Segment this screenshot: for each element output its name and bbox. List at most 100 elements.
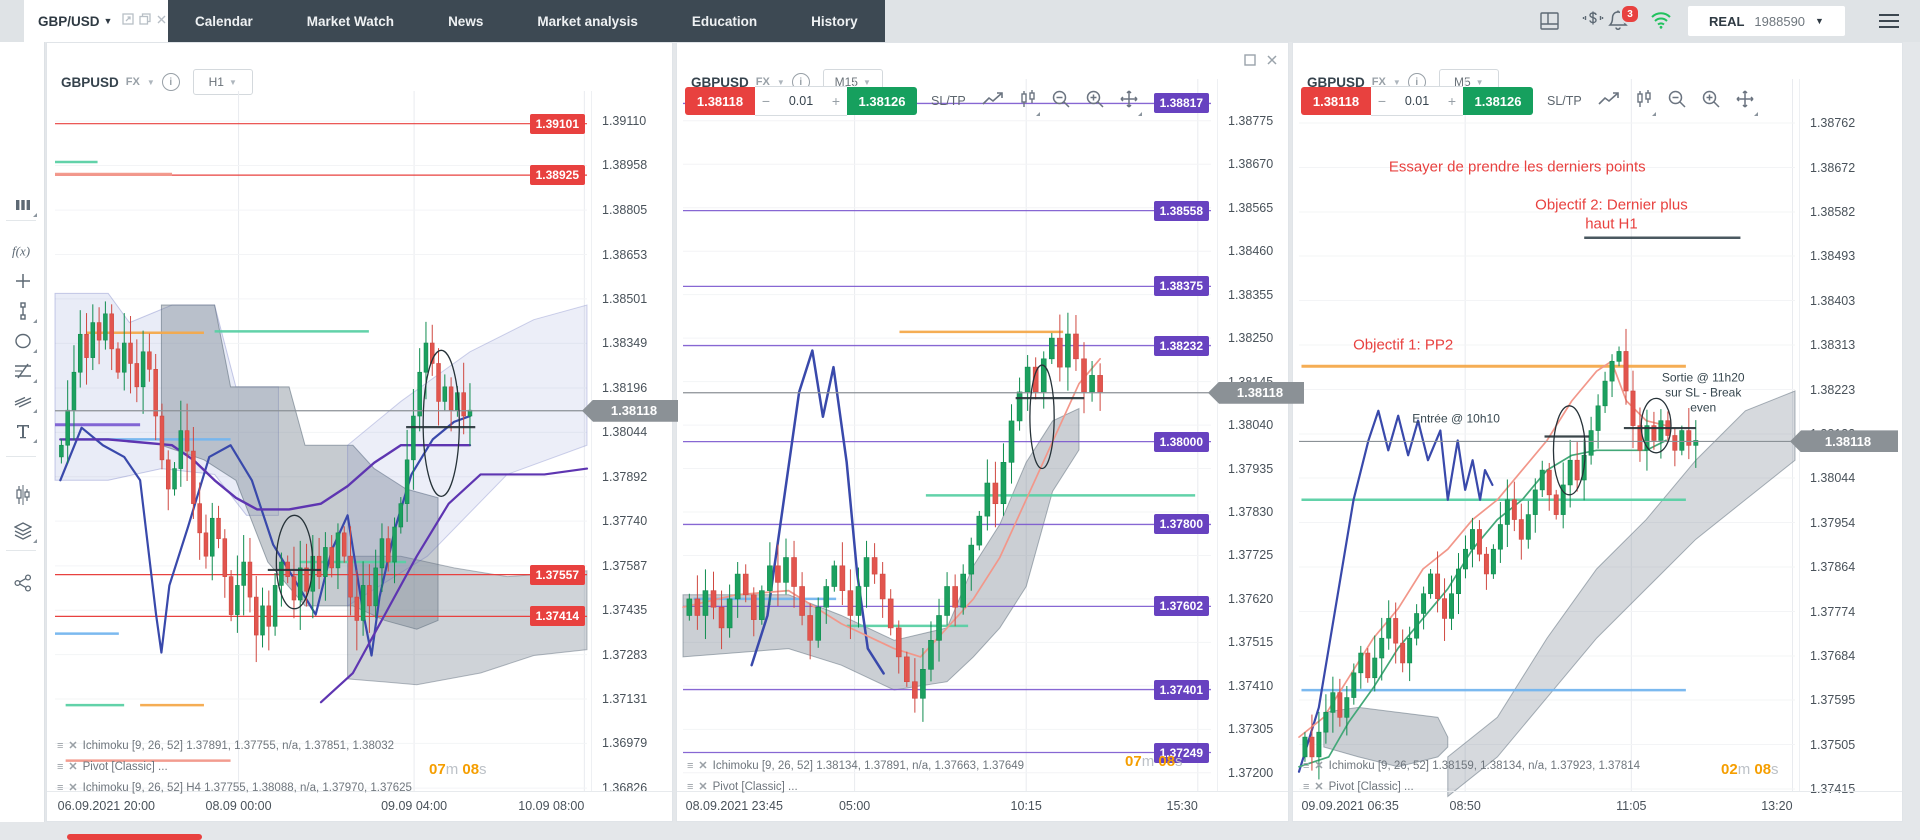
timeframe-select[interactable]: H1 ▼ — [192, 69, 253, 95]
zoom-out-icon[interactable] — [1668, 90, 1686, 113]
legend-remove-icon[interactable]: ✕ — [68, 740, 78, 752]
zoom-in-icon[interactable] — [1086, 90, 1104, 113]
text-tool-icon[interactable] — [8, 418, 38, 444]
symbol-tab[interactable]: GBP/USD ▼ — [24, 0, 168, 42]
legend-remove-icon[interactable]: ✕ — [1314, 760, 1324, 772]
y-axis-tick: 1.37595 — [1810, 693, 1856, 708]
nav-item-market-analysis[interactable]: Market analysis — [537, 13, 638, 29]
workspace-layout-icon[interactable] — [1540, 12, 1559, 35]
legend-settings-icon[interactable]: ≡ — [687, 780, 694, 793]
chevron-down-icon[interactable]: ▼ — [776, 77, 785, 87]
legend-remove-icon[interactable]: ✕ — [68, 782, 78, 794]
time-axis[interactable]: 09.09.2021 06:35 08:50 11:05 13:20 — [1293, 791, 1902, 822]
legend-remove-icon[interactable]: ✕ — [68, 761, 78, 773]
volume-decrease-button[interactable]: − — [761, 93, 771, 109]
legend-text: Ichimoku [9, 26, 52] 1.38134, 1.37891, n… — [712, 759, 1025, 772]
layers-icon[interactable] — [8, 518, 38, 544]
candle-chart-type-icon[interactable] — [1636, 89, 1656, 116]
nav-item-education[interactable]: Education — [691, 13, 758, 29]
buy-button[interactable]: 1.38126 — [1463, 87, 1533, 115]
svg-text:f(x): f(x) — [12, 244, 30, 259]
price-axis[interactable]: 1.38762 1.38672 1.38582 1.38493 1.38403 1.383… — [1790, 79, 1900, 796]
chevron-down-icon[interactable]: ▼ — [146, 77, 155, 87]
y-axis-tick: 1.37410 — [1228, 678, 1274, 693]
notifications-bell-icon[interactable]: 3 — [1608, 4, 1640, 36]
legend-settings-icon[interactable]: ≡ — [687, 759, 694, 772]
volume-value[interactable]: 0.01 — [788, 94, 814, 108]
price-level-badge: 1.38817 — [1153, 93, 1209, 114]
volume-increase-button[interactable]: + — [831, 93, 841, 109]
quotes-dollar-icon[interactable] — [1582, 11, 1604, 36]
line-chart-type-icon[interactable] — [982, 91, 1004, 111]
share-icon[interactable] — [8, 570, 38, 596]
legend-settings-icon[interactable]: ≡ — [1303, 759, 1310, 772]
y-axis-tick: 1.38460 — [1228, 244, 1274, 259]
popout-icon[interactable] — [122, 12, 135, 30]
line-segment-tool-icon[interactable] — [8, 298, 38, 324]
pan-move-icon[interactable] — [1120, 89, 1142, 116]
y-axis-tick: 1.38044 — [602, 425, 648, 440]
chart-symbol: GBPUSD — [691, 74, 749, 90]
sell-button[interactable]: 1.38118 — [685, 87, 755, 115]
sell-button[interactable]: 1.38118 — [1301, 87, 1371, 115]
pitchfork-tool-icon[interactable] — [8, 388, 38, 414]
zoom-in-icon[interactable] — [1702, 90, 1720, 113]
nav-item-market-watch[interactable]: Market Watch — [306, 13, 395, 29]
account-selector[interactable]: REAL 1988590 ▼ — [1688, 6, 1845, 36]
x-axis-label: 05:00 — [838, 799, 871, 813]
fibonacci-tool-icon[interactable] — [8, 358, 38, 384]
duplicate-icon[interactable] — [139, 12, 152, 30]
timeframe-select[interactable]: M15 ▼ — [822, 69, 883, 95]
ellipse-tool-icon[interactable] — [8, 328, 38, 354]
indicators-fx-icon[interactable]: f(x) — [8, 238, 38, 264]
zoom-out-icon[interactable] — [1052, 90, 1070, 113]
line-chart-type-icon[interactable] — [1598, 91, 1620, 111]
close-tab-icon[interactable] — [156, 12, 167, 30]
y-axis-tick: 1.37774 — [1810, 604, 1856, 619]
chevron-down-icon: ▼ — [1815, 16, 1824, 26]
y-axis-tick: 1.37587 — [602, 558, 648, 573]
sltp-button[interactable]: SL/TP — [931, 94, 966, 108]
sltp-button[interactable]: SL/TP — [1547, 94, 1582, 108]
price-axis[interactable]: 1.39110 1.38958 1.38805 1.38653 1.38501 1.383… — [582, 91, 678, 795]
legend-remove-icon[interactable]: ✕ — [698, 781, 708, 793]
legend-settings-icon[interactable]: ≡ — [1303, 780, 1310, 793]
chevron-down-icon: ▼ — [1475, 77, 1484, 87]
volume-decrease-button[interactable]: − — [1377, 93, 1387, 109]
chart-canvas-m15[interactable]: 1.38817 1.38558 1.38375 1.38232 1.38000 1.378… — [682, 79, 1281, 791]
legend-settings-icon[interactable]: ≡ — [57, 739, 64, 752]
maximize-window-icon[interactable] — [1244, 53, 1256, 71]
nav-item-history[interactable]: History — [811, 13, 858, 29]
legend-remove-icon[interactable]: ✕ — [1314, 781, 1324, 793]
chevron-down-icon[interactable]: ▼ — [103, 16, 113, 26]
y-axis-tick: 1.37740 — [602, 514, 648, 529]
legend-settings-icon[interactable]: ≡ — [57, 760, 64, 773]
time-axis[interactable]: 06.09.2021 20:00 08.09 00:00 09.09 04:00 10… — [47, 791, 672, 822]
info-icon[interactable]: i — [161, 73, 180, 91]
chevron-down-icon[interactable]: ▼ — [1392, 77, 1401, 87]
hamburger-menu-icon[interactable] — [1878, 13, 1900, 34]
nav-item-news[interactable]: News — [448, 13, 484, 29]
chart-symbol: GBPUSD — [61, 74, 119, 90]
legend-remove-icon[interactable]: ✕ — [698, 760, 708, 772]
y-axis-tick: 1.37283 — [602, 647, 648, 662]
legend-settings-icon[interactable]: ≡ — [57, 781, 64, 794]
volume-value[interactable]: 0.01 — [1404, 94, 1430, 108]
compare-candles-icon[interactable] — [8, 482, 38, 508]
chart-canvas-m5[interactable]: Essayer de prendre les derniers points Ob… — [1297, 79, 1895, 798]
candle-chart-type-icon[interactable] — [1020, 89, 1040, 116]
price-level-badge: 1.37800 — [1153, 514, 1209, 535]
candle-countdown-timer: 02m 08s — [1721, 761, 1779, 778]
nav-item-calendar[interactable]: Calendar — [195, 13, 253, 29]
price-axis[interactable]: 1.38775 1.38670 1.38565 1.38460 1.38355 1.382… — [1208, 79, 1304, 791]
crosshair-plus-icon[interactable] — [8, 268, 38, 294]
buy-button[interactable]: 1.38126 — [847, 87, 917, 115]
chart-canvas-h1[interactable]: 1.39101 1.38925 1.37557 1.37414 — [54, 91, 665, 791]
pan-move-icon[interactable] — [1736, 89, 1758, 116]
y-axis-tick: 1.37935 — [1228, 461, 1274, 476]
y-axis-tick: 1.37830 — [1228, 504, 1274, 519]
volume-increase-button[interactable]: + — [1447, 93, 1457, 109]
chart-columns-icon[interactable] — [8, 192, 38, 218]
close-window-icon[interactable] — [1266, 53, 1278, 71]
time-axis[interactable]: 08.09.2021 23:45 05:00 10:15 15:30 — [677, 791, 1288, 822]
